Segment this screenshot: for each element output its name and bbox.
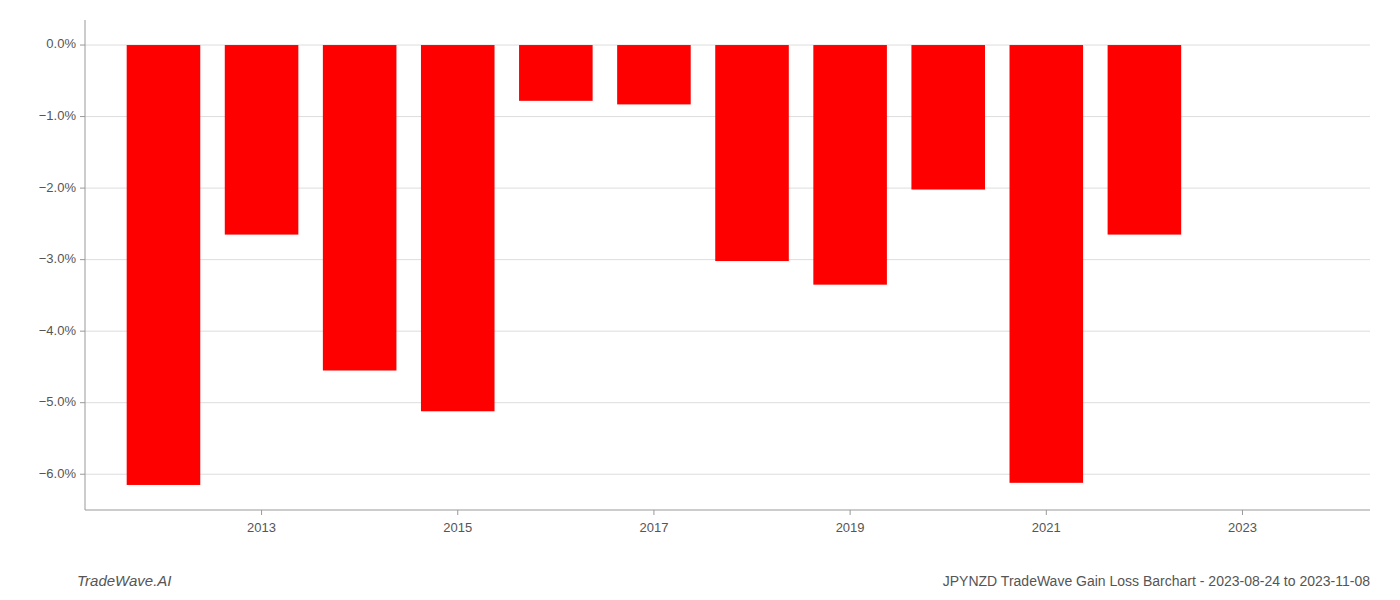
x-tick-label: 2015 — [443, 520, 472, 535]
bar — [519, 45, 593, 101]
y-tick — [80, 331, 85, 332]
bar — [715, 45, 789, 261]
y-axis: −6.0% −5.0% −4.0% −3.0% −2.0% −1.0% 0.0% — [39, 20, 1370, 510]
x-axis-line — [85, 510, 1370, 511]
x-tick — [457, 510, 458, 515]
watermark-right: JPYNZD TradeWave Gain Loss Barchart - 20… — [943, 573, 1370, 589]
y-tick — [80, 188, 85, 189]
watermark-left: TradeWave.AI — [77, 572, 171, 589]
grid-line — [85, 402, 1370, 403]
y-tick — [80, 259, 85, 260]
grid-line — [85, 474, 1370, 475]
grid-line — [85, 331, 1370, 332]
bar — [1108, 45, 1182, 235]
y-tick-label: −2.0% — [39, 180, 77, 195]
bar — [813, 45, 887, 285]
x-tick-label: 2019 — [836, 520, 865, 535]
x-tick — [261, 510, 262, 515]
bar — [911, 45, 985, 189]
y-tick-label: 0.0% — [46, 36, 76, 51]
x-tick-label: 2017 — [639, 520, 668, 535]
bars — [127, 45, 1181, 485]
bar — [421, 45, 495, 411]
y-tick — [80, 45, 85, 46]
x-tick — [1046, 510, 1047, 515]
chart-container: −6.0%−5.0%−4.0%−3.0%−2.0%−1.0%0.0%201320… — [0, 0, 1400, 600]
y-tick-label: −5.0% — [39, 394, 77, 409]
x-axis: 2013 2015 2017 2019 2021 2023 — [85, 510, 1370, 535]
x-tick — [653, 510, 654, 515]
bar — [323, 45, 397, 370]
x-tick — [850, 510, 851, 515]
y-tick — [80, 402, 85, 403]
y-tick-label: −1.0% — [39, 108, 77, 123]
y-axis-line — [85, 20, 86, 510]
bar — [1010, 45, 1084, 483]
x-tick — [1242, 510, 1243, 515]
chart-svg: −6.0%−5.0%−4.0%−3.0%−2.0%−1.0%0.0%201320… — [0, 0, 1400, 600]
y-tick-label: −4.0% — [39, 323, 77, 338]
x-tick-label: 2023 — [1228, 520, 1257, 535]
bar — [225, 45, 299, 235]
y-tick-label: −3.0% — [39, 251, 77, 266]
x-tick-label: 2013 — [247, 520, 276, 535]
y-tick — [80, 474, 85, 475]
bar — [617, 45, 691, 104]
bar — [127, 45, 201, 485]
x-tick-label: 2021 — [1032, 520, 1061, 535]
y-tick — [80, 116, 85, 117]
y-tick-label: −6.0% — [39, 466, 77, 481]
